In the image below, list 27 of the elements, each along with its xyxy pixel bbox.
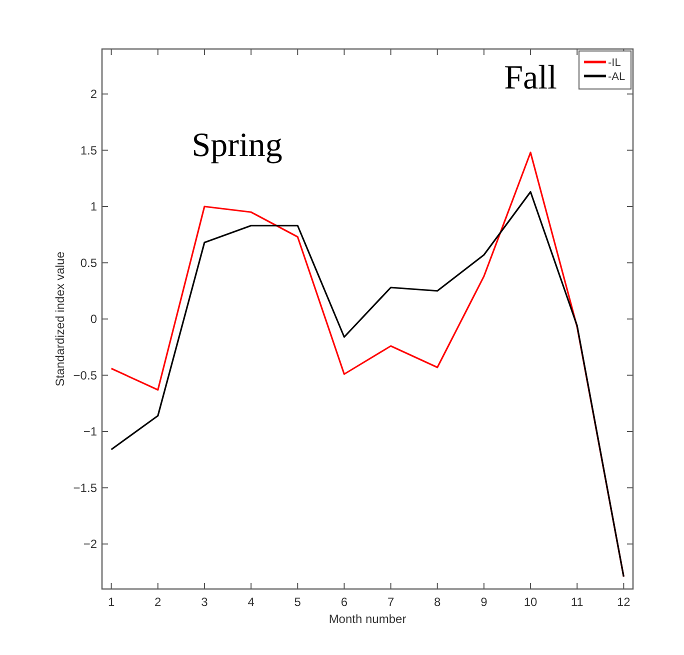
x-tick-label: 4 [248,595,255,609]
y-axis-title: Standardized index value [53,251,67,386]
x-tick-label: 3 [201,595,208,609]
y-tick-label: 0 [90,312,98,326]
legend-label: -IL [608,57,621,69]
y-tick-label: 1.5 [80,143,98,158]
x-tick-label: 8 [434,595,442,609]
y-tick-label: −0.5 [73,368,98,382]
x-tick-label: 10 [524,595,538,609]
y-tick-label: 0.5 [80,256,98,270]
legend-label: -AL [608,71,626,83]
x-axis-title: Month number [328,612,406,626]
y-tick-label: 2 [90,87,98,101]
annotation: Fall [504,59,557,96]
x-tick-label: 9 [480,595,488,609]
x-tick-label: 12 [617,595,631,609]
y-tick-label: −1.5 [73,480,98,495]
x-tick-label: 1 [108,595,115,609]
annotation: Spring [192,126,282,164]
y-tick-label: −1 [83,424,98,438]
x-tick-label: 2 [154,595,162,609]
y-tick-label: −2 [83,537,98,551]
y-tick-label: 1 [90,200,98,214]
x-tick-label: 11 [570,595,584,609]
x-tick-label: 5 [294,595,302,609]
x-tick-label: 7 [387,595,394,609]
x-tick-label: 6 [340,595,348,609]
